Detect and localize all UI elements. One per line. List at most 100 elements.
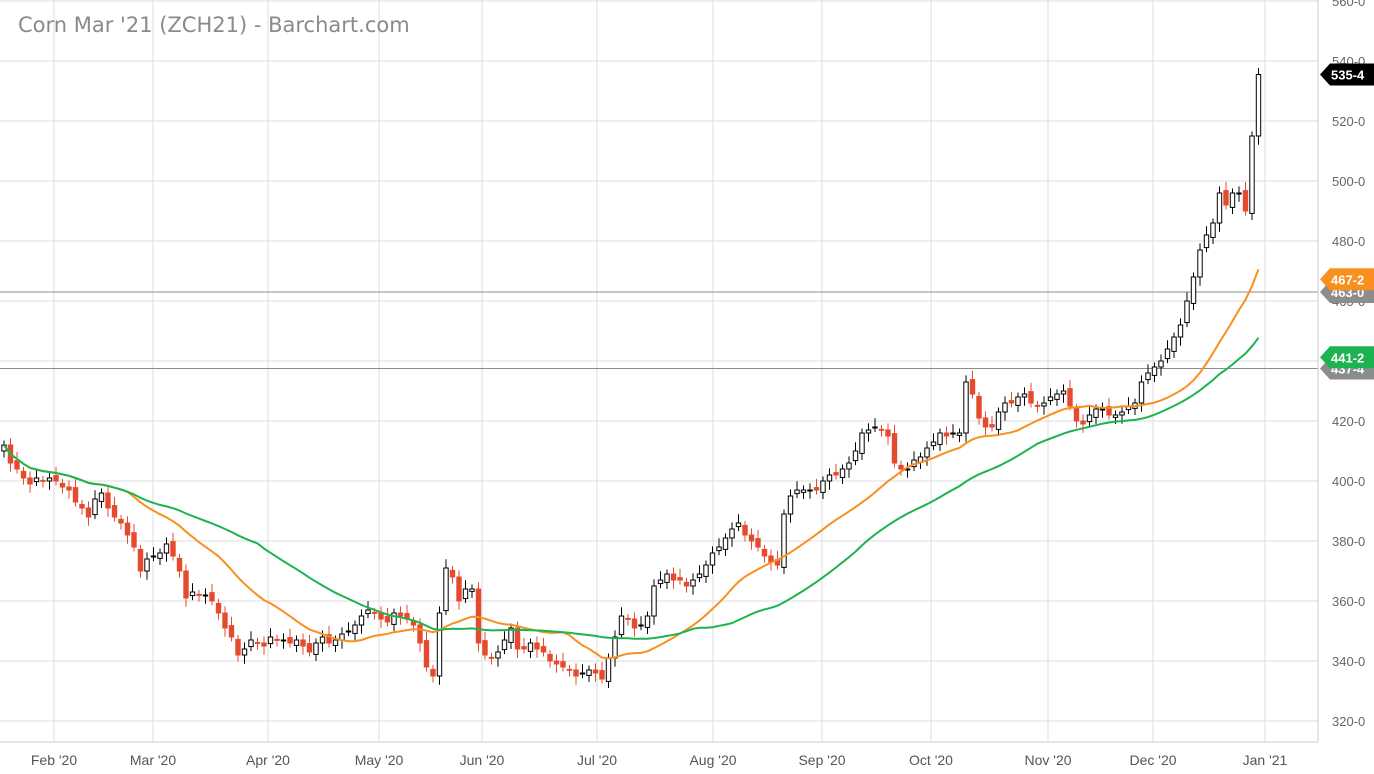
candle: [92, 490, 98, 520]
candle: [1190, 272, 1197, 310]
candle: [839, 464, 846, 484]
y-tick-label: 500-0: [1332, 174, 1365, 189]
candle: [859, 428, 865, 460]
candle: [807, 483, 813, 499]
chart-title: Corn Mar '21 (ZCH21) - Barchart.com: [18, 13, 410, 37]
candle: [131, 523, 137, 552]
candle: [878, 424, 885, 437]
candle: [150, 547, 157, 562]
candle: [462, 580, 469, 604]
candle: [53, 466, 59, 486]
candle: [677, 568, 683, 585]
candle: [976, 391, 982, 425]
candle: [137, 544, 144, 578]
green-ma-tag: 441-2: [1320, 346, 1374, 369]
candle: [1184, 292, 1190, 328]
svg-text:535-4: 535-4: [1331, 68, 1365, 83]
candle: [456, 570, 462, 610]
y-tick-label: 400-0: [1332, 474, 1365, 489]
candle: [1177, 318, 1184, 346]
y-tick-label: 340-0: [1332, 654, 1365, 669]
candle: [937, 428, 943, 451]
moving-averages: [3, 269, 1260, 660]
candle: [72, 478, 79, 507]
candle: [1223, 181, 1229, 210]
candle: [79, 499, 85, 515]
candle: [280, 633, 287, 649]
x-tick-label: Nov '20: [1024, 752, 1071, 768]
candle: [735, 514, 742, 532]
candle: [989, 415, 995, 432]
candle: [202, 588, 209, 604]
candle: [599, 661, 605, 684]
candle: [222, 606, 228, 637]
candle: [690, 573, 696, 595]
candle: [781, 509, 787, 574]
candle: [651, 579, 657, 625]
candle: [917, 452, 924, 469]
candle: [911, 451, 917, 472]
candle: [969, 370, 976, 399]
candle: [430, 664, 436, 683]
candle: [852, 442, 859, 466]
x-tick-label: Oct '20: [909, 752, 953, 768]
candle: [1229, 188, 1236, 214]
candle: [352, 620, 358, 640]
candle: [540, 637, 547, 657]
candle: [189, 583, 196, 601]
y-tick-label: 480-0: [1332, 234, 1365, 249]
svg-text:467-2: 467-2: [1331, 272, 1364, 287]
candle: [33, 469, 40, 487]
candle: [560, 652, 566, 672]
candle: [358, 609, 365, 634]
candle: [722, 533, 729, 556]
candle: [566, 664, 573, 677]
candle: [1008, 391, 1015, 408]
candle: [826, 468, 833, 490]
candle: [241, 642, 248, 664]
candle: [982, 411, 989, 436]
svg-text:441-2: 441-2: [1331, 350, 1364, 365]
candle: [27, 471, 33, 493]
candle: [950, 424, 956, 439]
candle: [46, 471, 53, 490]
candle: [930, 433, 937, 451]
orange-ma-tag: 467-2: [1320, 268, 1374, 291]
candle: [625, 613, 631, 626]
candle: [196, 589, 202, 602]
candle: [820, 476, 826, 499]
candle: [105, 486, 111, 517]
candle: [527, 638, 534, 658]
candle: [1203, 226, 1210, 253]
candle: [755, 529, 761, 552]
candle: [345, 622, 352, 637]
candle: [111, 496, 118, 522]
candle: [1197, 243, 1203, 286]
candle: [20, 466, 27, 485]
candle: [1236, 186, 1242, 202]
candle: [618, 607, 625, 640]
candle: [176, 553, 183, 578]
candle: [521, 637, 527, 654]
candle: [144, 552, 150, 580]
x-tick-label: Dec '20: [1129, 752, 1176, 768]
candle: [228, 616, 235, 642]
x-tick-label: Mar '20: [130, 752, 176, 768]
candle: [794, 481, 800, 499]
candle: [1015, 392, 1021, 412]
candle: [703, 560, 709, 583]
candle: [833, 463, 839, 480]
candle: [748, 528, 755, 550]
candle: [40, 475, 46, 488]
candle: [1145, 364, 1151, 385]
candle: [449, 565, 456, 584]
candle: [183, 564, 189, 607]
candle: [963, 375, 969, 442]
y-tick-label: 320-0: [1332, 714, 1365, 729]
candle: [215, 598, 222, 620]
y-tick-label: 560-0: [1332, 0, 1365, 9]
candle: [417, 618, 423, 652]
candle: [638, 616, 644, 631]
